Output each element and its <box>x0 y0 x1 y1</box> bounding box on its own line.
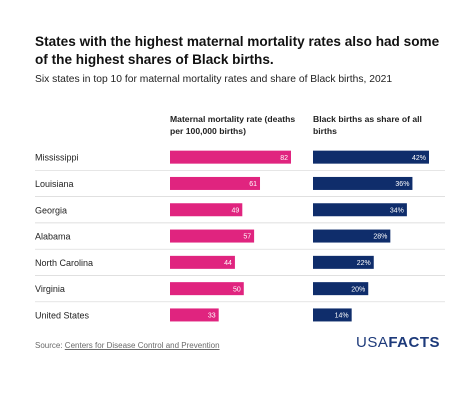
maternal-value-label: 82 <box>280 155 288 162</box>
chart-subtitle: Six states in top 10 for maternal mortal… <box>35 74 393 85</box>
black-births-value-label: 14% <box>335 313 349 320</box>
usafacts-logo: USAFACTS <box>356 334 440 351</box>
black-births-value-label: 28% <box>373 234 387 241</box>
black-births-bar <box>313 176 413 190</box>
maternal-mortality-column-header: Maternal mortality rate (deaths per 100,… <box>170 114 296 136</box>
black-births-value-label: 20% <box>351 286 365 293</box>
maternal-bar <box>170 282 244 296</box>
maternal-bar <box>170 308 219 322</box>
category-label: Mississippi <box>35 153 79 163</box>
black-births-bar <box>313 229 391 243</box>
black-births-bar <box>313 255 374 269</box>
black-births-value-label: 42% <box>412 155 426 162</box>
category-label: United States <box>35 310 90 320</box>
category-label: Alabama <box>35 232 71 242</box>
black-births-bar <box>313 203 407 217</box>
black-births-value-label: 34% <box>390 207 404 214</box>
black-births-value-label: 36% <box>395 181 409 188</box>
maternal-bar <box>170 229 255 243</box>
source-link[interactable]: Centers for Disease Control and Preventi… <box>64 341 220 350</box>
maternal-bar <box>170 176 261 190</box>
source-note: Source: Centers for Disease Control and … <box>35 341 220 350</box>
black-births-column-header: Black births as share of all births <box>313 114 422 136</box>
black-births-bar <box>313 282 369 296</box>
black-births-bar <box>313 150 429 164</box>
maternal-bar <box>170 255 235 269</box>
category-label: Louisiana <box>35 179 74 189</box>
maternal-bar <box>170 203 243 217</box>
category-label: Virginia <box>35 284 65 294</box>
maternal-value-label: 61 <box>249 181 257 188</box>
logo-facts: FACTS <box>388 334 441 351</box>
maternal-value-label: 49 <box>232 207 240 214</box>
maternal-value-label: 57 <box>243 234 251 241</box>
black-births-value-label: 22% <box>357 260 371 267</box>
source-prefix: Source: <box>35 341 65 350</box>
maternal-value-label: 33 <box>208 313 216 320</box>
black-births-bar <box>313 308 352 322</box>
maternal-value-label: 44 <box>224 260 232 267</box>
maternal-bar <box>170 150 291 164</box>
category-label: North Carolina <box>35 258 93 268</box>
chart-title: States with the highest maternal mortali… <box>35 34 440 67</box>
logo-usa: USA <box>356 334 389 351</box>
maternal-value-label: 50 <box>233 286 241 293</box>
category-label: Georgia <box>35 205 67 215</box>
